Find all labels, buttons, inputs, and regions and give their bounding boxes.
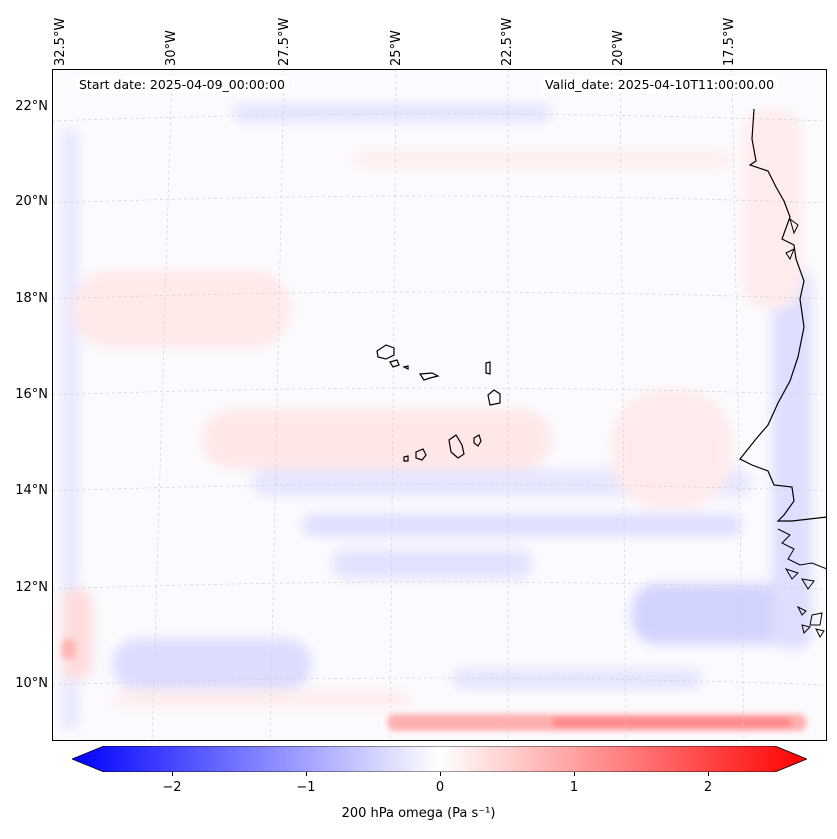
omega-negative-band	[772, 269, 812, 649]
omega-positive-band	[612, 389, 732, 509]
lon-label-17-5w: 17.5°W	[722, 17, 737, 66]
lon-label-22-5w: 22.5°W	[500, 17, 515, 66]
colorbar-body	[72, 746, 807, 772]
guinea-bissau-coast	[777, 528, 827, 590]
colorbar-tick-mark	[440, 772, 441, 776]
colorbar-tick-neg1: −1	[296, 780, 316, 795]
omega-positive-band	[72, 269, 292, 349]
colorbar-tick-mark	[306, 772, 307, 776]
island-maio	[473, 434, 482, 447]
omega-positive-band	[112, 689, 412, 709]
start-date-label: Start date: 2025-04-09_00:00:00	[75, 76, 289, 93]
lat-label-16n: 16°N	[15, 387, 48, 402]
lon-label-30w: 30°W	[164, 30, 179, 66]
graticule	[52, 69, 827, 741]
colorbar-tick-1: 1	[569, 780, 579, 795]
omega-positive-band	[62, 589, 92, 679]
island-sao-nicolau	[418, 372, 440, 381]
colorbar-tick-mark	[708, 772, 709, 776]
omega-negative-band	[332, 549, 532, 579]
island-boa-vista	[487, 389, 501, 406]
colorbar-tick-mark	[574, 772, 575, 776]
island-brava	[403, 455, 409, 462]
lon-label-20w: 20°W	[611, 30, 626, 66]
colorbar-tick-2: 2	[703, 780, 713, 795]
africa-coastline	[739, 108, 827, 522]
omega-negative-band	[302, 514, 742, 536]
island-santiago	[448, 434, 465, 459]
bissagos-islands	[796, 605, 825, 638]
lat-label-12n: 12°N	[15, 580, 48, 595]
colorbar-tick-mark	[172, 772, 173, 776]
omega-negative-band	[632, 584, 792, 644]
colorbar-tick-0: 0	[435, 780, 445, 795]
omega-positive-band	[202, 409, 552, 469]
omega-negative-band	[112, 639, 312, 689]
omega-negative-band	[452, 669, 702, 689]
lon-label-32-5w: 32.5°W	[53, 17, 68, 66]
valid-date-label: Valid_date: 2025-04-10T11:00:00.00	[541, 76, 779, 93]
omega-positive-band	[352, 149, 732, 169]
omega-field	[62, 104, 812, 729]
island-fogo	[415, 448, 427, 461]
omega-positive-band	[62, 639, 76, 659]
island-santa-luzia	[402, 365, 409, 370]
lon-label-25w: 25°W	[389, 30, 404, 66]
lat-label-10n: 10°N	[15, 676, 48, 691]
omega-negative-band	[232, 104, 552, 122]
cape-verde-islands	[376, 344, 501, 462]
map-border	[52, 69, 827, 741]
island-santo-antao	[376, 344, 395, 360]
omega-map	[52, 69, 827, 741]
africa-coastline	[785, 217, 799, 261]
island-sao-vicente	[389, 359, 400, 368]
lon-label-27-5w: 27.5°W	[277, 17, 292, 66]
colorbar-tick-neg2: −2	[162, 780, 182, 795]
lat-label-18n: 18°N	[15, 291, 48, 306]
map-frame	[52, 69, 827, 741]
lat-label-20n: 20°N	[15, 194, 48, 209]
lat-label-14n: 14°N	[15, 483, 48, 498]
omega-positive-band	[552, 717, 792, 728]
colorbar-label: 200 hPa omega (Pa s⁻¹)	[341, 806, 496, 821]
colorbar	[72, 746, 807, 772]
lat-label-22n: 22°N	[15, 99, 48, 114]
omega-positive-band	[742, 109, 802, 309]
island-sal	[485, 361, 491, 375]
omega-negative-band	[62, 129, 78, 729]
